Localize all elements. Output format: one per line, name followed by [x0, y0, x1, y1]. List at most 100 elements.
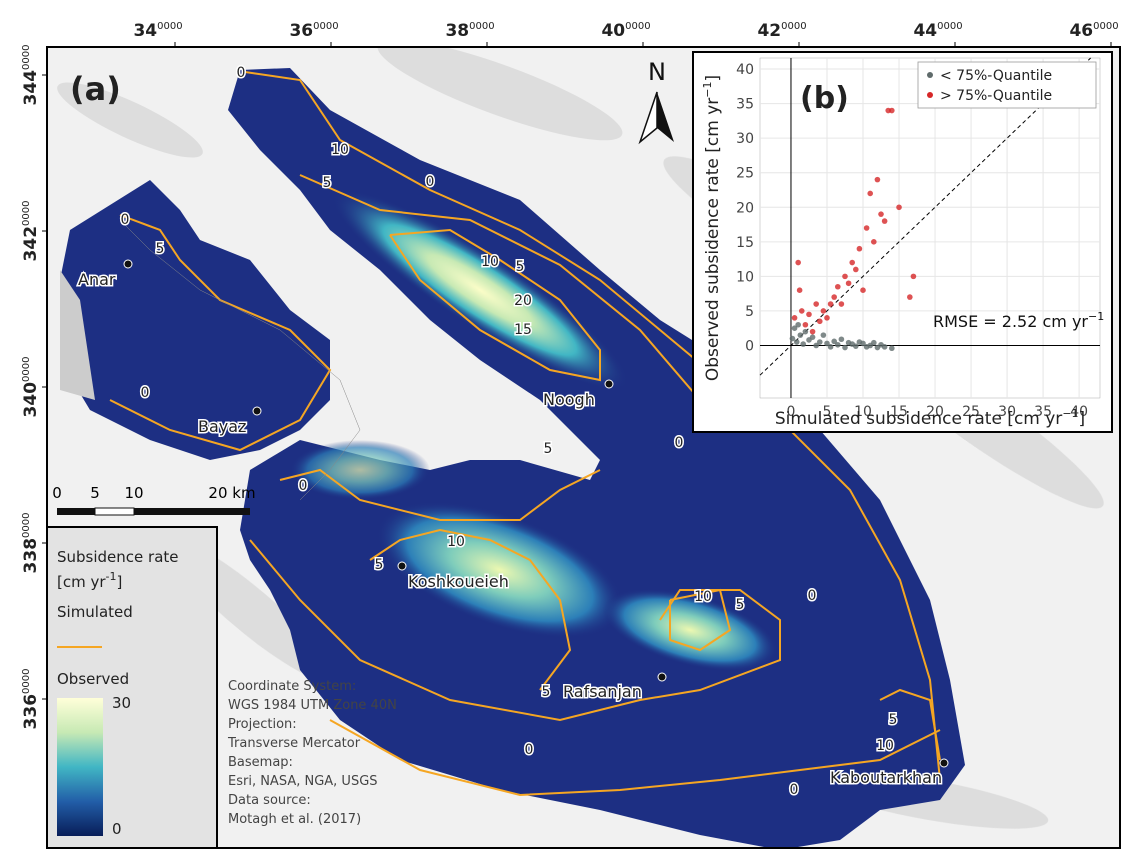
data-point [839, 336, 845, 342]
data-point [798, 332, 804, 338]
legend-marker [927, 72, 933, 78]
scale-label: 20 km [208, 484, 255, 502]
data-point [821, 332, 827, 338]
page: Subsidence map html, body { margin: 0; p… [0, 0, 1137, 862]
data-point [889, 108, 895, 114]
place-label: Noogh [543, 390, 595, 409]
data-point [803, 322, 809, 328]
contour-label: 0 [141, 385, 150, 401]
x-axis-title-text: Simulated subsidence rate [cm yr [775, 409, 1062, 429]
contour-label: 10 [481, 254, 499, 270]
y-axis-title-text: Observed subsidence rate [cm yr [703, 98, 723, 381]
tick-sup: 0000 [469, 21, 494, 32]
body: {"map": { "panel_label": "(a)", "north":… [0, 0, 1137, 862]
tick-sup: 0000 [937, 21, 962, 32]
tick-sup: 0000 [21, 201, 32, 226]
panel-label: (a) [70, 70, 121, 108]
legend-unit-end: ] [117, 573, 123, 591]
tick-sup: 0000 [21, 669, 32, 694]
data-point [878, 211, 884, 217]
latitude-tick: 3400000 [21, 357, 41, 418]
contour-label: 0 [790, 782, 799, 798]
data-point [797, 287, 803, 293]
data-point [821, 308, 827, 314]
data-point [828, 344, 834, 350]
tick-main: 344 [21, 70, 41, 106]
tick-sup: 0000 [625, 21, 650, 32]
x-axis-title-sup: −1 [1062, 407, 1078, 420]
note-line: Projection: [228, 717, 297, 732]
y-tick-label: 0 [745, 338, 754, 354]
legend-observed: Observed [57, 670, 129, 688]
tick-main: 340 [21, 382, 41, 418]
subsidence-hotspot [290, 440, 430, 500]
tick-sup: 0000 [781, 21, 806, 32]
data-point [806, 312, 812, 318]
data-point [853, 267, 859, 273]
latitude-ticks: 34400003420000340000033800003360000 [21, 45, 47, 730]
data-point [799, 308, 805, 314]
data-point [810, 334, 816, 340]
place-label: Bayaz [198, 417, 246, 436]
contour-label: 0 [426, 174, 435, 190]
data-point [857, 246, 863, 252]
longitude-tick: 340000 [133, 21, 182, 41]
data-point [810, 329, 816, 335]
tick-sup: 0000 [21, 357, 32, 382]
data-point [864, 225, 870, 231]
data-point [896, 204, 902, 210]
legend-label: < 75%-Quantile [940, 68, 1052, 84]
place-label: Anar [78, 270, 116, 289]
tick-main: 46 [1069, 21, 1093, 41]
y-tick-label: 25 [736, 166, 754, 182]
y-tick-label: 30 [736, 131, 754, 147]
tick-main: 342 [21, 226, 41, 262]
tick-main: 40 [601, 21, 625, 41]
longitude-tick: 420000 [757, 21, 806, 41]
legend-label: > 75%-Quantile [940, 88, 1052, 104]
tick-sup: 0000 [21, 45, 32, 70]
panel-label: (b) [800, 81, 849, 116]
note-line: WGS 1984 UTM Zone 40N [228, 698, 397, 713]
longitude-tick: 460000 [1069, 21, 1118, 41]
note-line: Basemap: [228, 755, 293, 770]
place-label: Rafsanjan [563, 682, 642, 701]
data-point [882, 344, 888, 350]
annotation-text: RMSE = 2.52 cm yr [933, 312, 1088, 331]
latitude-tick: 3380000 [21, 513, 41, 574]
y-axis-title: Observed subsidence rate [cm yr−1] [701, 75, 723, 381]
contour-label: 5 [516, 259, 525, 275]
colorbar-max: 30 [112, 694, 131, 712]
data-point [860, 287, 866, 293]
y-axis-title-end: ] [703, 75, 723, 82]
map-legend: Subsidence rate [cm yr-1] Simulated Obse… [47, 527, 217, 848]
data-point [911, 274, 917, 280]
data-point [882, 218, 888, 224]
colorbar [57, 698, 103, 836]
legend-unit-sup: -1 [106, 570, 117, 583]
legend-title: Subsidence rate [57, 548, 179, 566]
contour-label: 10 [876, 738, 894, 754]
longitude-tick: 360000 [289, 21, 338, 41]
contour-label: 5 [544, 441, 553, 457]
contour-label: 5 [156, 241, 165, 257]
tick-main: 338 [21, 538, 41, 574]
tick-main: 44 [913, 21, 937, 41]
contour-label: 5 [542, 684, 551, 700]
y-tick-label: 15 [736, 235, 754, 251]
data-point [835, 342, 841, 348]
data-point [871, 340, 877, 346]
scale-label: 10 [124, 484, 143, 502]
tick-main: 38 [445, 21, 469, 41]
annotation-sup: −1 [1088, 310, 1104, 323]
annotation: RMSE = 2.52 cm yr−1 [933, 310, 1104, 331]
legend-marker [927, 92, 933, 98]
tick-main: 34 [133, 21, 157, 41]
data-point [795, 260, 801, 266]
data-point [889, 345, 895, 351]
contour-label: 10 [447, 534, 465, 550]
data-point [803, 329, 809, 335]
data-point [817, 318, 823, 324]
y-tick-label: 10 [736, 269, 754, 285]
